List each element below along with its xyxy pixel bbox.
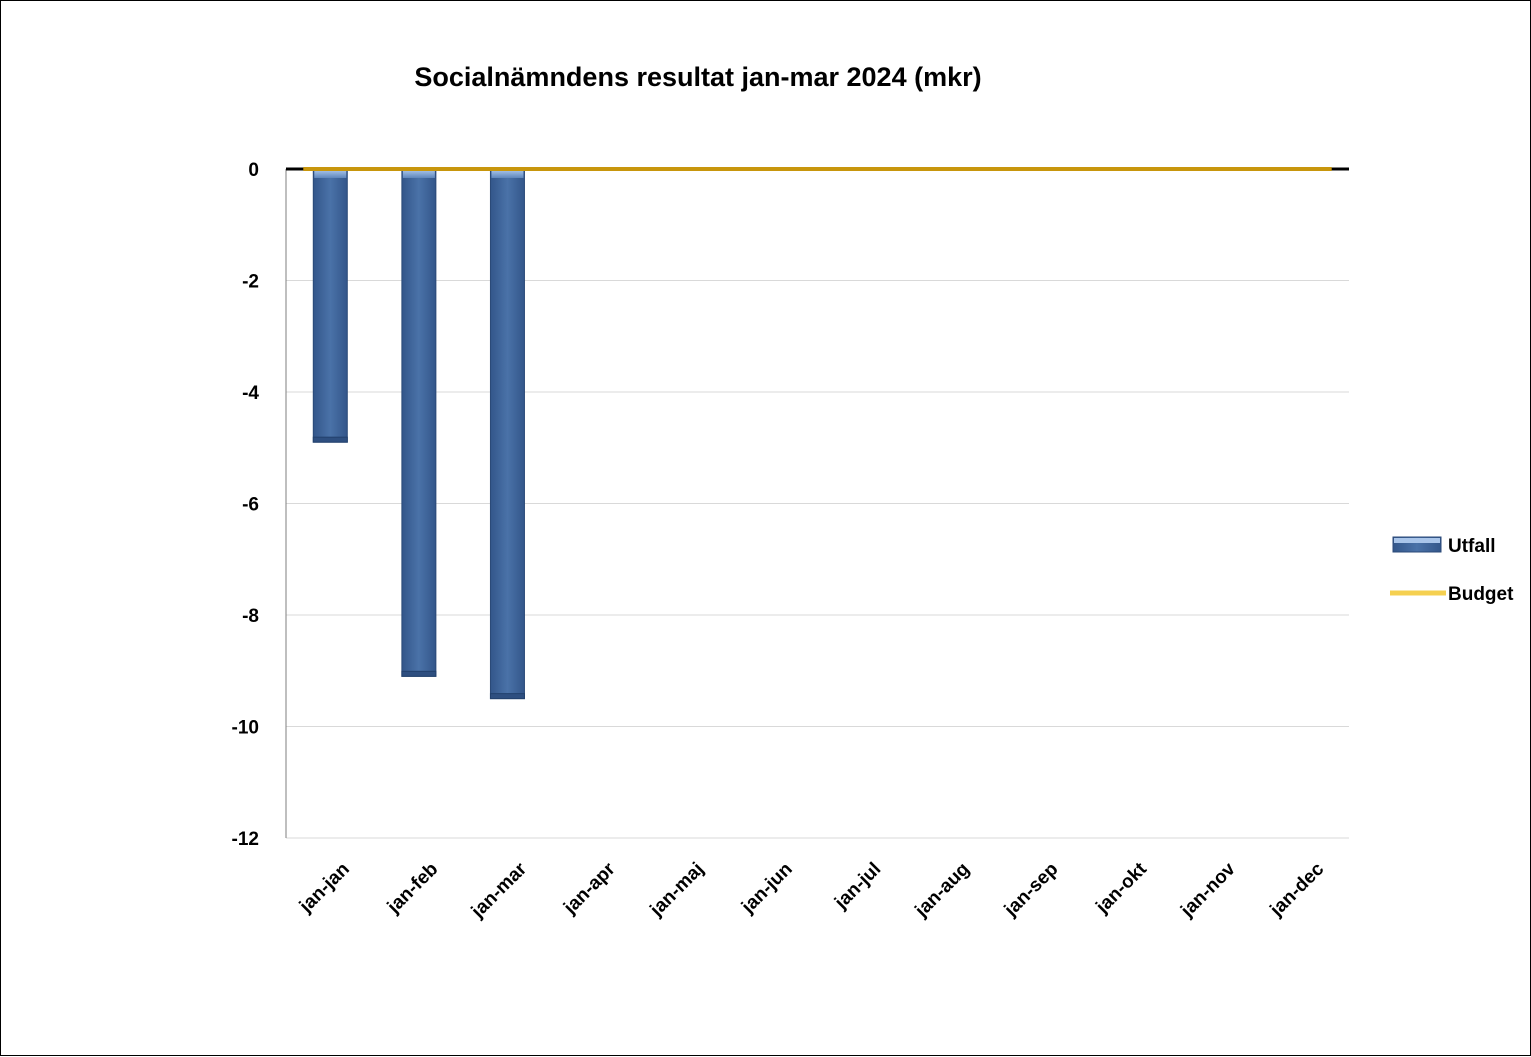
x-tick-label: jan-jun xyxy=(737,859,797,919)
y-tick-label: -2 xyxy=(242,272,259,293)
legend: Utfall Budget xyxy=(1390,536,1514,605)
bar-body xyxy=(312,168,348,443)
bars xyxy=(312,168,525,700)
y-tick-label: -8 xyxy=(242,606,259,627)
legend-item-budget: Budget xyxy=(1390,584,1514,605)
x-tick-label: jan-dec xyxy=(1266,858,1329,921)
legend-swatch-highlight xyxy=(1394,538,1440,543)
bar-end xyxy=(489,693,525,700)
bar-body xyxy=(489,168,525,700)
legend-item-utfall: Utfall xyxy=(1392,536,1496,557)
y-tick-label: -12 xyxy=(232,829,259,850)
y-tick-label: 0 xyxy=(248,160,259,181)
x-tick-label: jan-nov xyxy=(1176,858,1240,922)
bar-highlight xyxy=(402,170,435,178)
bar-highlight xyxy=(491,170,524,178)
y-tick-label: -6 xyxy=(242,495,259,516)
x-tick-label: jan-jan xyxy=(295,859,354,918)
x-tick-label: jan-mar xyxy=(467,858,532,923)
bar-jan-mar xyxy=(489,168,525,700)
bar-end xyxy=(312,436,348,443)
x-tick-label: jan-apr xyxy=(559,858,620,919)
bar-body xyxy=(401,168,437,677)
legend-label-budget: Budget xyxy=(1448,584,1514,605)
x-tick-label: jan-okt xyxy=(1091,858,1151,918)
x-tick-label: jan-jul xyxy=(830,859,885,914)
bar-jan-feb xyxy=(401,168,437,677)
y-tick-label: -4 xyxy=(242,383,259,404)
x-tick-label: jan-maj xyxy=(646,859,709,922)
y-tick-label: -10 xyxy=(232,718,259,739)
x-tick-label: jan-feb xyxy=(383,859,443,919)
chart-title: Socialnämndens resultat jan-mar 2024 (mk… xyxy=(414,62,981,92)
bar-jan-jan xyxy=(312,168,348,443)
y-tick-labels: 0 -2 -4 -6 -8 -10 -12 xyxy=(232,160,260,850)
x-tick-label: jan-aug xyxy=(911,859,974,922)
gridlines xyxy=(286,280,1349,839)
x-tick-label: jan-sep xyxy=(1000,859,1063,922)
x-tick-labels: jan-jan jan-feb jan-mar jan-apr jan-maj jan-j… xyxy=(295,858,1329,923)
bar-end xyxy=(401,670,437,677)
bar-highlight xyxy=(314,170,347,178)
legend-label-utfall: Utfall xyxy=(1448,536,1496,557)
